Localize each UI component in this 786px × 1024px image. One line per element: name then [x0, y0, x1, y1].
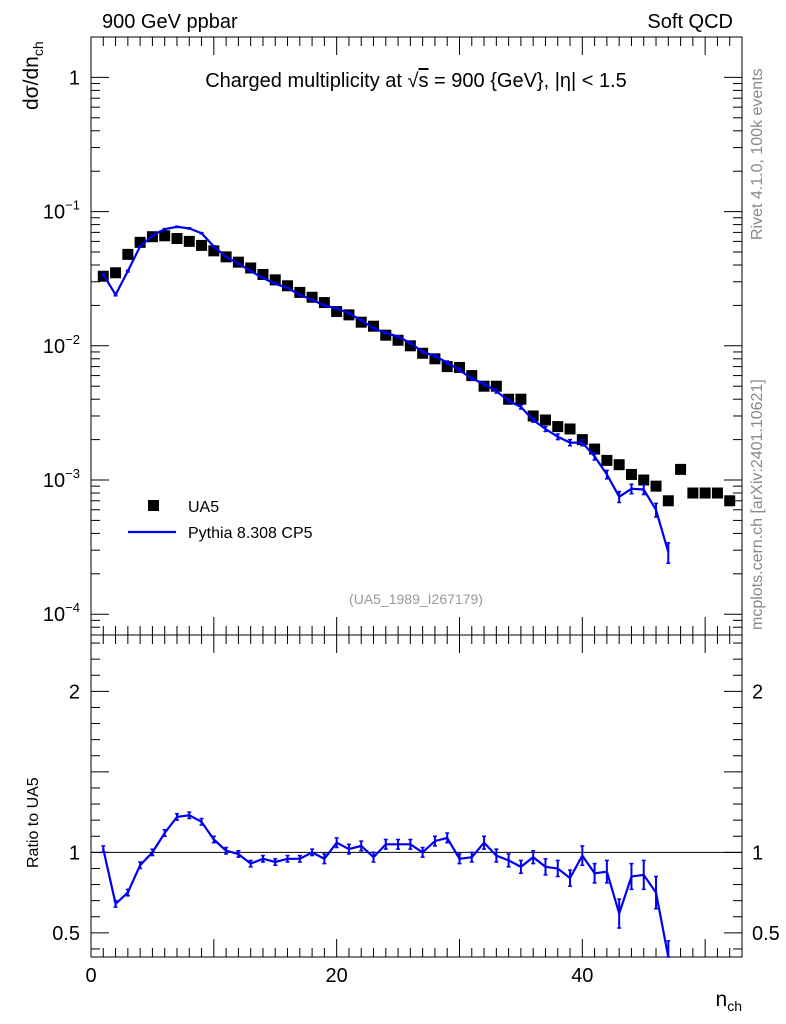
- main-y-tick-base: 10: [43, 470, 65, 492]
- ua5-point: [527, 410, 539, 422]
- ratio-tick-labels: 2 21 10.5 0.50 20 40: [52, 681, 780, 987]
- ratio-y-tick-label-left: 2: [69, 681, 80, 703]
- ua5-point: [441, 361, 453, 373]
- ua5-point: [539, 414, 551, 426]
- ua5-point: [638, 474, 650, 486]
- ua5-point: [208, 245, 220, 257]
- main-y-tick-base: 10: [43, 202, 65, 224]
- x-tick-label: 0: [85, 965, 96, 987]
- ratio-ticks: [90, 635, 743, 957]
- ratio-y-tick-label-right: 0.5: [752, 923, 780, 945]
- ua5-point: [318, 297, 330, 309]
- watermark: (UA5_1989_I267179): [349, 591, 483, 607]
- y-axis-label-sub: ch: [30, 41, 46, 56]
- ua5-point: [269, 274, 281, 286]
- ua5-point: [589, 443, 601, 455]
- ua5-point: [122, 248, 134, 260]
- title-s: s: [418, 70, 428, 92]
- ua5-point: [613, 459, 625, 471]
- main-y-tick-exponent: −3: [65, 466, 80, 481]
- ua5-point: [183, 235, 195, 247]
- ua5-point: [257, 268, 269, 280]
- ua5-point: [552, 421, 564, 433]
- ua5-point: [380, 329, 392, 341]
- legend-label-ua5: UA5: [188, 499, 219, 516]
- ua5-point: [171, 233, 183, 245]
- ua5-point: [294, 286, 306, 298]
- main-y-tick-base: 10: [43, 336, 65, 358]
- ratio-line: [102, 814, 670, 958]
- main-ticks: [90, 36, 743, 636]
- x-axis-label: nch: [716, 988, 742, 1014]
- ratio-y-tick-label-right: 2: [752, 681, 763, 703]
- title-sqrt: √: [408, 70, 419, 92]
- main-y-tick-exponent: −1: [65, 198, 80, 213]
- legend-marker-ua5: [148, 500, 159, 511]
- ua5-point: [625, 468, 637, 480]
- ua5-point: [196, 239, 208, 251]
- ratio-y-label: Ratio to UA5: [25, 777, 42, 868]
- x-axis-label-sub: ch: [727, 998, 742, 1014]
- main-y-tick-label: 1: [69, 67, 80, 89]
- main-y-tick-base: 10: [43, 604, 65, 626]
- rivet-label: Rivet 4.1.0, 100k events: [749, 68, 766, 240]
- ua5-point: [564, 423, 576, 435]
- ua5-point: [134, 236, 146, 248]
- x-axis-label-main: n: [716, 988, 728, 1011]
- mcplots-label: mcplots.cern.ch [arXiv:2401.10621]: [749, 379, 766, 630]
- title-suffix: = 900 {GeV}, |η| < 1.5: [428, 70, 626, 92]
- ua5-point: [515, 393, 527, 405]
- main-data: [97, 225, 736, 564]
- main-y-tick-exponent: −2: [65, 332, 80, 347]
- title-prefix: Charged multiplicity at: [205, 70, 407, 92]
- y-axis-label: dσ/dnch: [20, 41, 46, 110]
- x-tick-label: 20: [326, 965, 348, 987]
- ua5-point: [490, 380, 502, 392]
- header-left: 900 GeV ppbar: [102, 11, 238, 33]
- ua5-point: [650, 480, 662, 492]
- ua5-point: [282, 280, 294, 292]
- ua5-point: [687, 487, 699, 499]
- main-y-tick-label: 10−1: [43, 198, 80, 224]
- ua5-point: [675, 463, 687, 475]
- ua5-point: [404, 340, 416, 352]
- ua5-point: [392, 334, 404, 346]
- ua5-point: [662, 495, 674, 507]
- main-frame: [90, 36, 743, 636]
- ua5-point: [355, 316, 367, 328]
- legend: UA5 Pythia 8.308 CP5: [128, 499, 313, 542]
- header-right: Soft QCD: [647, 11, 733, 33]
- ratio-data: [101, 811, 671, 958]
- main-ytick-labels: 110−110−210−310−4: [43, 67, 80, 626]
- ua5-point: [466, 370, 478, 382]
- ua5-point: [306, 291, 318, 303]
- legend-label-pythia: Pythia 8.308 CP5: [188, 525, 313, 542]
- ua5-point: [429, 353, 441, 365]
- ua5-point: [159, 230, 171, 242]
- ua5-point: [110, 267, 122, 279]
- ratio-y-tick-label-left: 0.5: [52, 923, 80, 945]
- main-panel: 110−110−210−310−4 Charged multiplicity a…: [20, 36, 743, 636]
- ua5-point: [699, 487, 711, 499]
- ratio-y-tick-label-right: 1: [752, 842, 763, 864]
- y-axis-label-main: dσ/dn: [20, 56, 43, 110]
- main-y-tick-exponent: −4: [65, 600, 80, 615]
- main-y-tick-label: 10−4: [43, 600, 80, 626]
- ratio-y-tick-label-left: 1: [69, 842, 80, 864]
- x-tick-label: 40: [571, 965, 593, 987]
- ua5-point: [711, 487, 723, 499]
- ua5-point: [368, 320, 380, 332]
- ratio-frame: [90, 634, 743, 958]
- ua5-point: [245, 262, 257, 274]
- main-y-tick-base: 1: [69, 67, 80, 89]
- main-y-tick-label: 10−2: [43, 332, 80, 358]
- ua5-point: [453, 361, 465, 373]
- ua5-point: [601, 454, 613, 466]
- main-title: Charged multiplicity at √s = 900 {GeV}, …: [205, 70, 627, 92]
- main-y-tick-label: 10−3: [43, 466, 80, 492]
- ua5-point: [331, 306, 343, 318]
- ratio-panel: 2 21 10.5 0.50 20 40 Ratio to UA5 nch: [25, 634, 780, 1014]
- ua5-point: [724, 495, 736, 507]
